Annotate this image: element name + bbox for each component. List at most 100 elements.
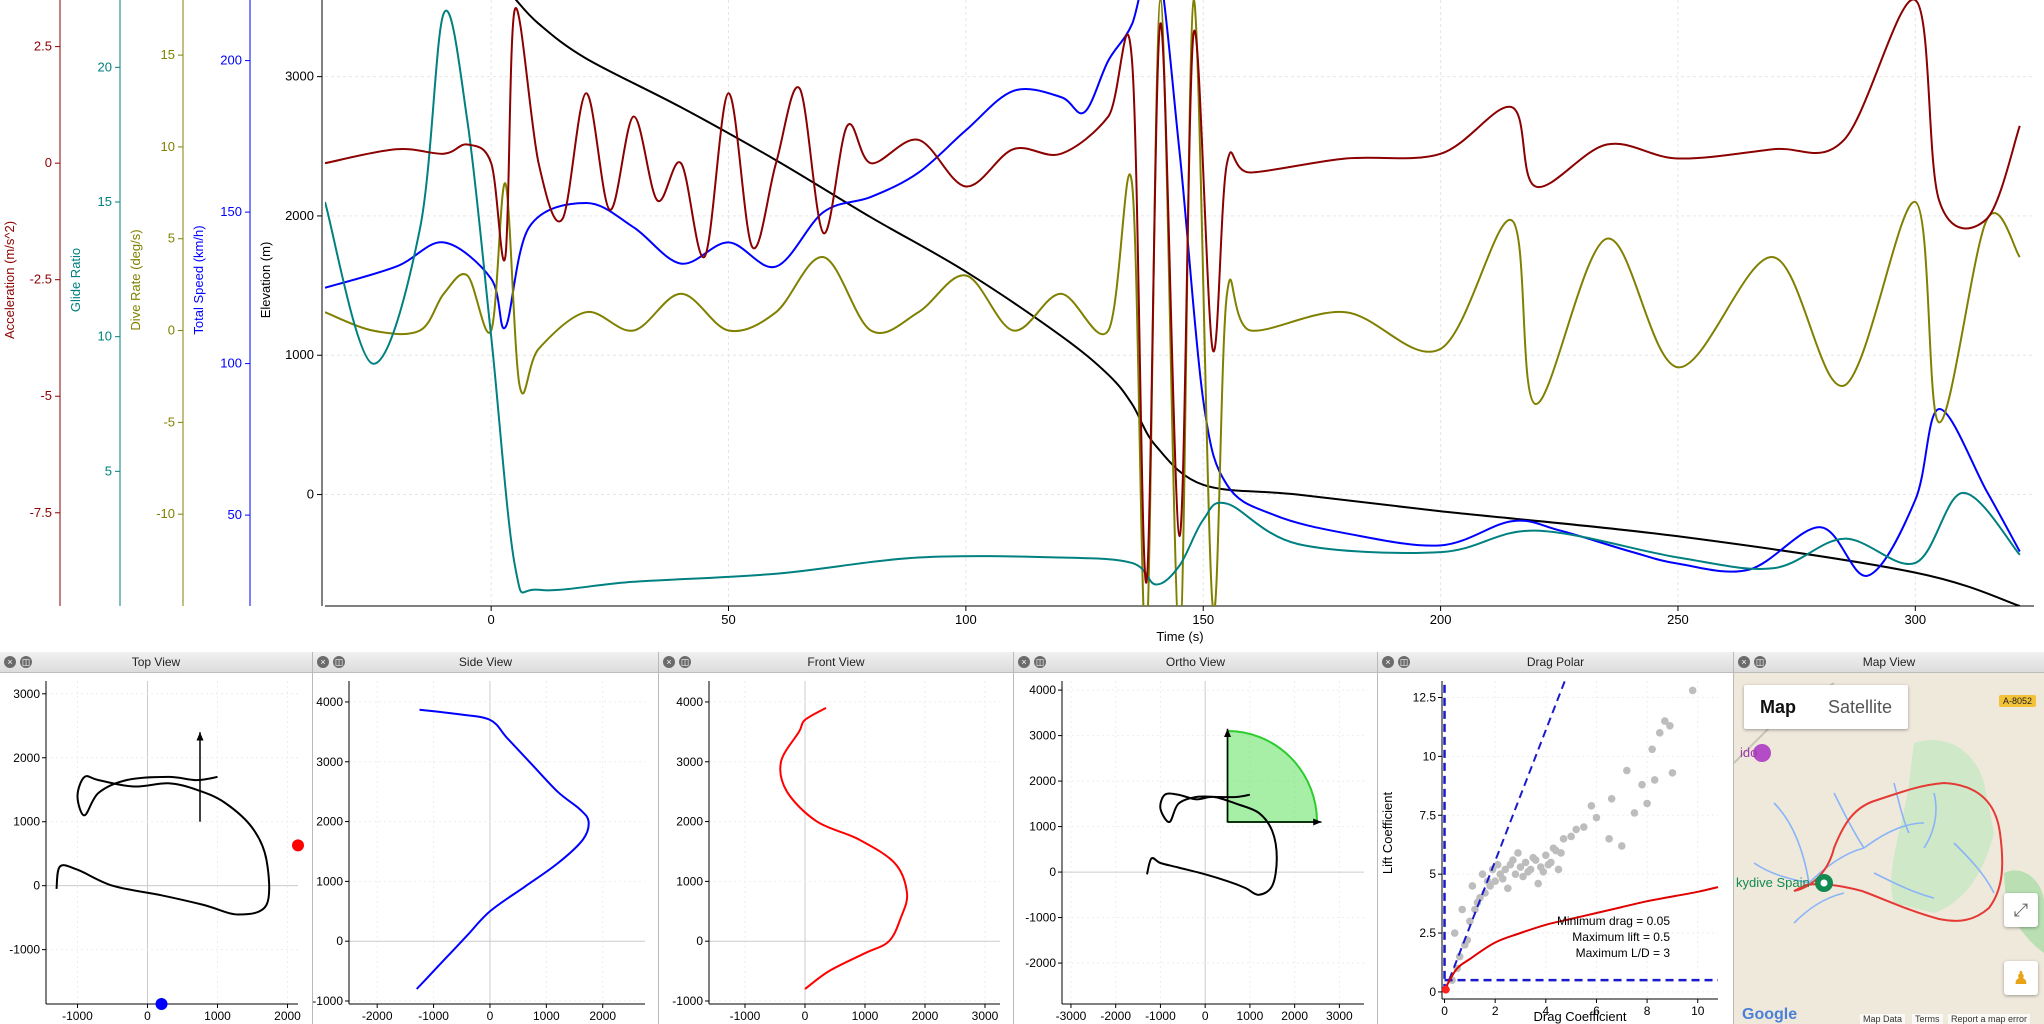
place-label: ido [1740,745,1758,760]
data-point [1557,849,1565,857]
map-data-link[interactable]: Map Data [1860,1014,1906,1024]
satellite-tab[interactable]: Satellite [1828,697,1893,717]
y-tick-label: 3000 [285,69,314,84]
close-icon[interactable]: × [317,656,329,668]
y-tick-label: -7.5 [30,505,52,520]
y-tick-label: -2000 [1025,956,1056,970]
float-icon[interactable]: ◫ [1034,656,1046,668]
arrow-head [196,732,204,741]
y-tick-label: 5 [1429,867,1436,881]
y-tick-label: -10 [156,506,175,521]
y-tick-label: 0 [336,934,343,948]
ortho-view-header[interactable]: × ◫ Ortho View [1014,652,1377,673]
data-point [1468,882,1477,890]
pegman-icon[interactable]: ♟ [2004,961,2038,995]
y-tick-label: -1000 [313,994,343,1008]
data-point [1605,835,1613,843]
float-icon[interactable]: ◫ [679,656,691,668]
y-tick-label: 15 [98,194,112,209]
y-tick-label: 50 [228,507,242,522]
data-point [1542,851,1550,860]
y-tick-label: 15 [161,47,175,62]
close-icon[interactable]: × [4,656,16,668]
float-icon[interactable]: ◫ [20,656,32,668]
report-error-link[interactable]: Report a map error [1948,1014,2031,1024]
map-canvas[interactable]: Map Satellite A-8052 ido kydive Spain ⤢ … [1734,673,2044,1024]
y-tick-label: 2000 [13,751,40,765]
y-tick-label: 0 [45,155,52,170]
map-view-header[interactable]: × ◫ Map View [1734,652,2044,673]
x-tick-label: 2000 [912,1009,939,1023]
data-point [1668,769,1677,777]
y-tick-label: 3000 [13,687,40,701]
x-tick-label: 250 [1667,612,1689,627]
side-view-chart[interactable]: -2000 -1000 0 1000 2000 4000 3000 2000 1000 0 -100… [313,673,659,1024]
close-icon[interactable]: × [1382,656,1394,668]
close-icon[interactable]: × [663,656,675,668]
close-icon[interactable]: × [1018,656,1030,668]
x-tick-label: 6 [1593,1004,1600,1018]
x-tick-label: -1000 [1145,1009,1176,1023]
data-point [1567,832,1575,841]
orientation-sector [1226,730,1319,824]
y-tick-label: 1000 [676,874,703,888]
y-tick-label: -1000 [672,994,703,1008]
data-point [1501,865,1510,874]
map-type-toggle[interactable]: Map Satellite [1744,685,1909,729]
y-tick-label: -1000 [9,943,40,957]
front-view-chart[interactable]: -1000 0 1000 2000 3000 4000 3000 2000 1000 0 -1000 [659,673,1014,1024]
map-tab[interactable]: Map [1760,697,1796,717]
arrow-head [1313,818,1322,826]
position-marker [292,839,304,852]
data-point [1554,865,1563,874]
ortho-view-chart[interactable]: -3000 -2000 -1000 0 1000 2000 3000 4000 3000 2000… [1014,673,1378,1024]
polar-annotation: Maximum lift = 0.5 [1572,930,1670,944]
trajectory-line [415,708,590,990]
drag-polar-header[interactable]: × ◫ Drag Polar [1378,652,1733,673]
front-view-header[interactable]: × ◫ Front View [659,652,1013,673]
x-tick-label: 3000 [1326,1009,1353,1023]
y-tick-label: 0 [33,879,40,893]
float-icon[interactable]: ◫ [1754,656,1766,668]
y-axis-label: Dive Rate (deg/s) [128,229,143,330]
time-series-chart[interactable]: 2.5 0 -2.5 -5 -7.5 Acceleration (m/s^2) 20 15 10… [0,0,2044,650]
close-icon[interactable]: × [1738,656,1750,668]
front-view-panel: × ◫ Front View -1000 0 1000 2000 3000 4000 300… [659,652,1014,1024]
x-tick-label: 3000 [972,1009,999,1023]
x-tick-label: 50 [721,612,735,627]
top-view-header[interactable]: × ◫ Top View [0,652,312,673]
poi-marker[interactable] [1753,744,1771,762]
x-tick-label: 0 [487,1009,494,1023]
data-point [1607,794,1616,803]
y-tick-label: 0 [696,934,703,948]
y-tick-label: -5 [163,414,175,429]
y-tick-label: 10 [98,329,112,344]
x-tick-label: 1000 [852,1009,879,1023]
fullscreen-icon[interactable]: ⤢ [2004,893,2038,927]
place-label: kydive Spain [1736,875,1810,890]
google-logo: Google [1742,1006,1798,1023]
float-icon[interactable]: ◫ [1398,656,1410,668]
y-tick-label: 100 [220,356,242,371]
polar-annotation: Maximum L/D = 3 [1576,946,1671,960]
drag-polar-chart[interactable]: 0 2 4 6 8 10 12.5 10 7.5 5 2.5 0 Minimum drag = 0.05… [1378,673,1734,1024]
map-view-panel: × ◫ Map View Map Satellite A-8052 ido ky… [1734,652,2044,1024]
data-point [1544,860,1553,869]
x-tick-label: -3000 [1056,1009,1087,1023]
float-icon[interactable]: ◫ [333,656,345,668]
series-line [325,0,2021,577]
y-tick-label: 4000 [316,695,343,709]
data-point [1549,844,1558,853]
terms-link[interactable]: Terms [1912,1014,1943,1024]
data-point [1516,863,1525,871]
y-tick-label: 3000 [676,755,703,769]
data-point [1579,823,1588,831]
y-tick-label: 3000 [1029,729,1056,743]
y-tick-label: 5 [105,463,112,478]
x-tick-label: 2000 [1281,1009,1308,1023]
side-view-header[interactable]: × ◫ Side View [313,652,658,673]
top-view-chart[interactable]: -1000 0 1000 2000 3000 2000 1000 0 -1000 [0,673,313,1024]
y-axis-label: Total Speed (km/h) [191,225,206,334]
panel-title: Drag Polar [1526,655,1585,669]
max-ld-line [1443,680,1566,993]
